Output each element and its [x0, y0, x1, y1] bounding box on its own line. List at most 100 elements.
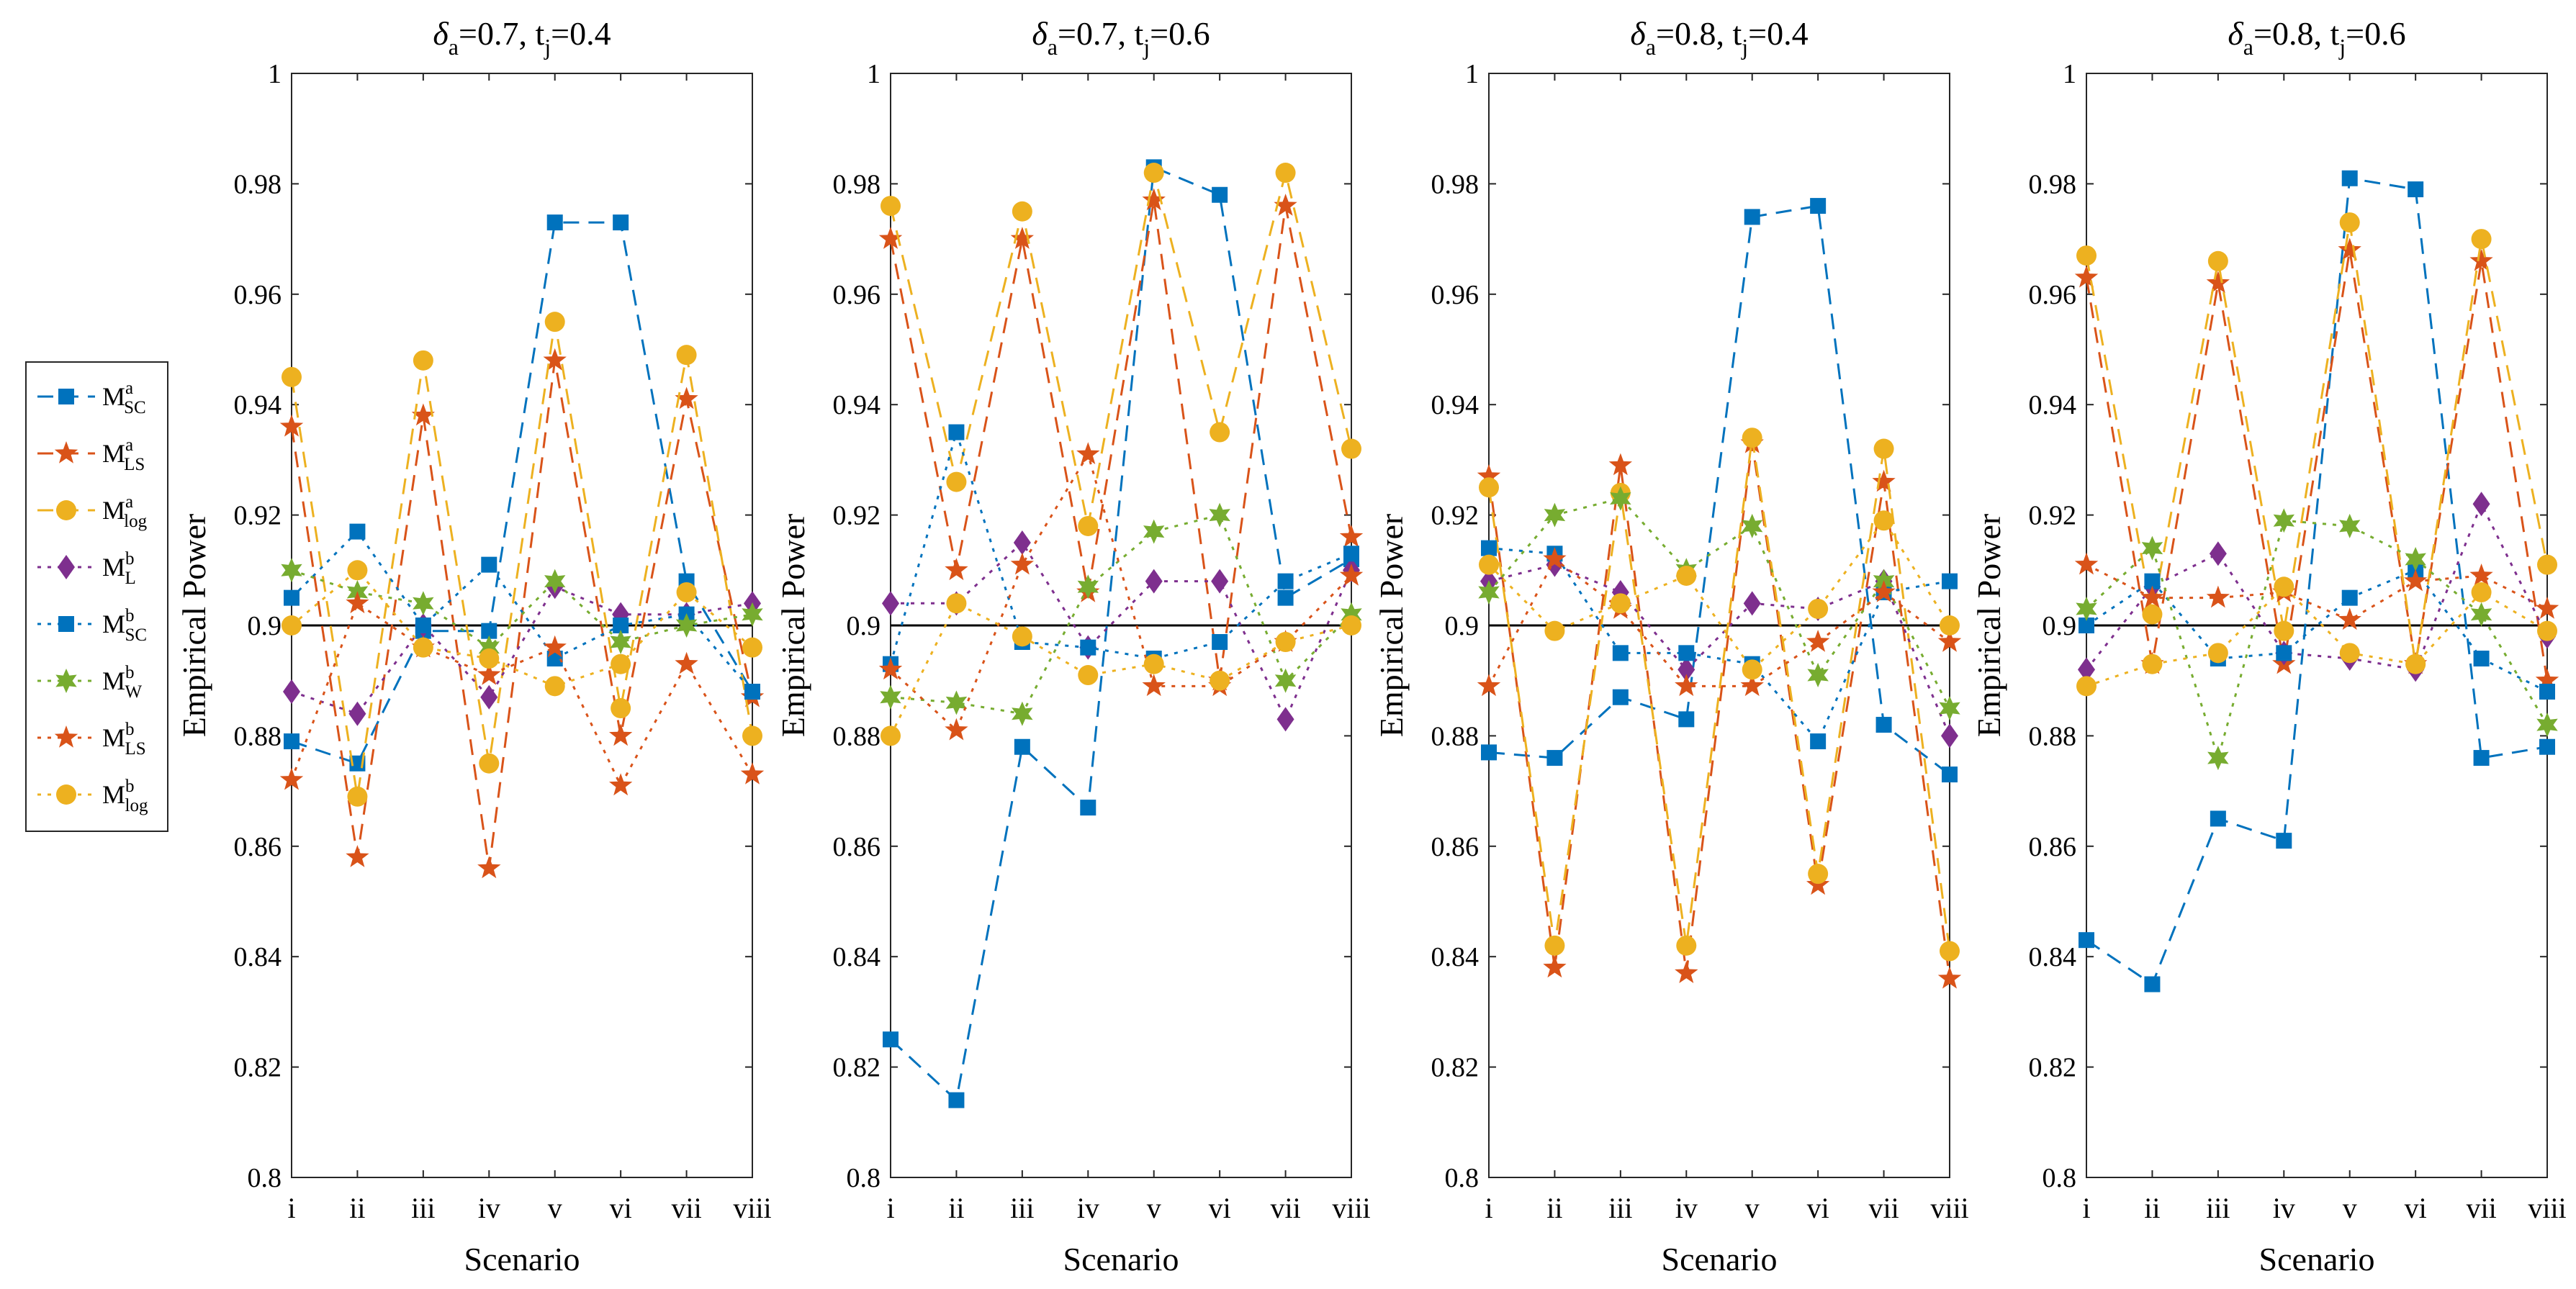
data-point: [1477, 674, 1501, 697]
data-point: [1012, 701, 1033, 726]
data-point: [675, 386, 698, 410]
data-point: [740, 762, 765, 784]
data-point: [1212, 186, 1228, 203]
data-point: [613, 214, 629, 231]
data-point: [1806, 630, 1830, 652]
legend-marker: [54, 725, 78, 748]
data-point: [1676, 565, 1697, 586]
data-point: [945, 558, 968, 581]
x-tick-label: ii: [2144, 1192, 2160, 1224]
data-point: [1810, 198, 1827, 214]
y-tick-label: 0.92: [1431, 501, 1480, 531]
data-point: [2472, 492, 2490, 517]
data-point: [1810, 733, 1827, 750]
data-point: [744, 684, 760, 700]
series-8: [881, 593, 1361, 746]
data-point: [1012, 201, 1032, 222]
data-point: [2404, 569, 2428, 592]
series-1: [1481, 198, 1958, 783]
y-tick-label: 1: [2063, 59, 2076, 89]
y-tick-label: 1: [867, 59, 881, 89]
data-point: [2142, 604, 2163, 625]
y-tick-label: 0.9: [1445, 611, 1480, 641]
data-point: [882, 591, 899, 616]
y-axis-label: Empirical Power: [176, 514, 212, 737]
data-point: [1937, 630, 1962, 652]
data-point: [2276, 833, 2292, 849]
data-point: [609, 773, 633, 796]
data-point: [279, 767, 304, 790]
data-point: [1277, 589, 1294, 606]
data-point: [1341, 615, 1361, 636]
data-point: [2537, 554, 2557, 575]
data-point: [1277, 573, 1294, 589]
data-point: [1080, 639, 1096, 656]
y-tick-label: 0.94: [234, 390, 282, 420]
data-point: [676, 345, 697, 366]
y-axis-label: Empirical Power: [775, 514, 811, 737]
x-tick-label: iii: [2206, 1192, 2230, 1224]
data-point: [1807, 663, 1829, 687]
data-point: [480, 684, 498, 710]
series-6: [880, 502, 1362, 726]
data-point: [543, 348, 567, 371]
data-point: [1808, 598, 1829, 619]
x-tick-label: viii: [2528, 1192, 2566, 1224]
panel-title: δa=0.8, tj=0.6: [2228, 15, 2405, 60]
legend-entry: Mb L: [37, 549, 136, 588]
data-point: [1873, 510, 1894, 531]
series-line: [889, 172, 1353, 527]
series-line: [2085, 250, 2549, 681]
x-tick-label: vii: [1868, 1192, 1899, 1224]
legend-label: Mb SC: [102, 606, 147, 645]
data-point: [281, 558, 302, 583]
x-tick-label: v: [1745, 1192, 1760, 1224]
y-tick-label: 0.8: [2043, 1163, 2077, 1193]
data-point: [1341, 438, 1361, 459]
data-point: [477, 663, 501, 685]
data-point: [610, 630, 631, 654]
data-point: [1872, 580, 1896, 602]
legend-label: Mb L: [102, 549, 136, 588]
legend-entry: Mb W: [37, 663, 143, 702]
y-tick-label: 0.92: [234, 501, 282, 531]
y-tick-label: 0.86: [833, 832, 881, 862]
x-tick-label: i: [287, 1192, 295, 1224]
data-point: [348, 701, 366, 726]
y-tick-label: 0.96: [833, 280, 881, 310]
x-tick-label: v: [548, 1192, 562, 1224]
data-point: [1014, 738, 1030, 755]
panel-3: 0.8 0.82 0.84 0.86 0.88 0.9 0.92 0.94 0.96 0.98 1 i…: [1373, 15, 1969, 1277]
panel-1: 0.8 0.82 0.84 0.86 0.88 0.9 0.92 0.94 0.96 0.98 1 i…: [176, 15, 772, 1277]
data-point: [2274, 576, 2294, 597]
data-point: [2473, 750, 2490, 766]
y-tick-label: 0.94: [1431, 390, 1480, 420]
data-point: [1478, 580, 1500, 605]
legend-entry: Ma LS: [37, 435, 145, 474]
series-line: [291, 221, 754, 765]
y-tick-label: 0.82: [2029, 1053, 2077, 1083]
x-tick-label: i: [1485, 1192, 1492, 1224]
data-point: [1937, 966, 1962, 989]
series-3: [881, 163, 1361, 536]
data-point: [477, 856, 501, 879]
y-tick-label: 0.88: [234, 721, 282, 751]
data-point: [1544, 620, 1565, 641]
series-line: [2085, 519, 2549, 762]
data-point: [2469, 564, 2493, 586]
y-tick-label: 0.84: [2029, 942, 2077, 972]
legend-label: Mb LS: [102, 720, 146, 759]
series-8: [1479, 510, 1960, 680]
legend-marker: [55, 669, 77, 693]
data-point: [1479, 554, 1499, 575]
data-point: [1544, 935, 1565, 956]
data-point: [1744, 209, 1760, 225]
data-point: [2209, 541, 2227, 566]
data-point: [1339, 525, 1364, 547]
data-point: [2470, 602, 2492, 627]
y-tick-label: 0.82: [1431, 1053, 1480, 1083]
data-point: [1212, 634, 1228, 651]
legend-entry: Mb SC: [37, 606, 147, 645]
data-point: [481, 623, 497, 639]
series-line: [891, 541, 1353, 722]
